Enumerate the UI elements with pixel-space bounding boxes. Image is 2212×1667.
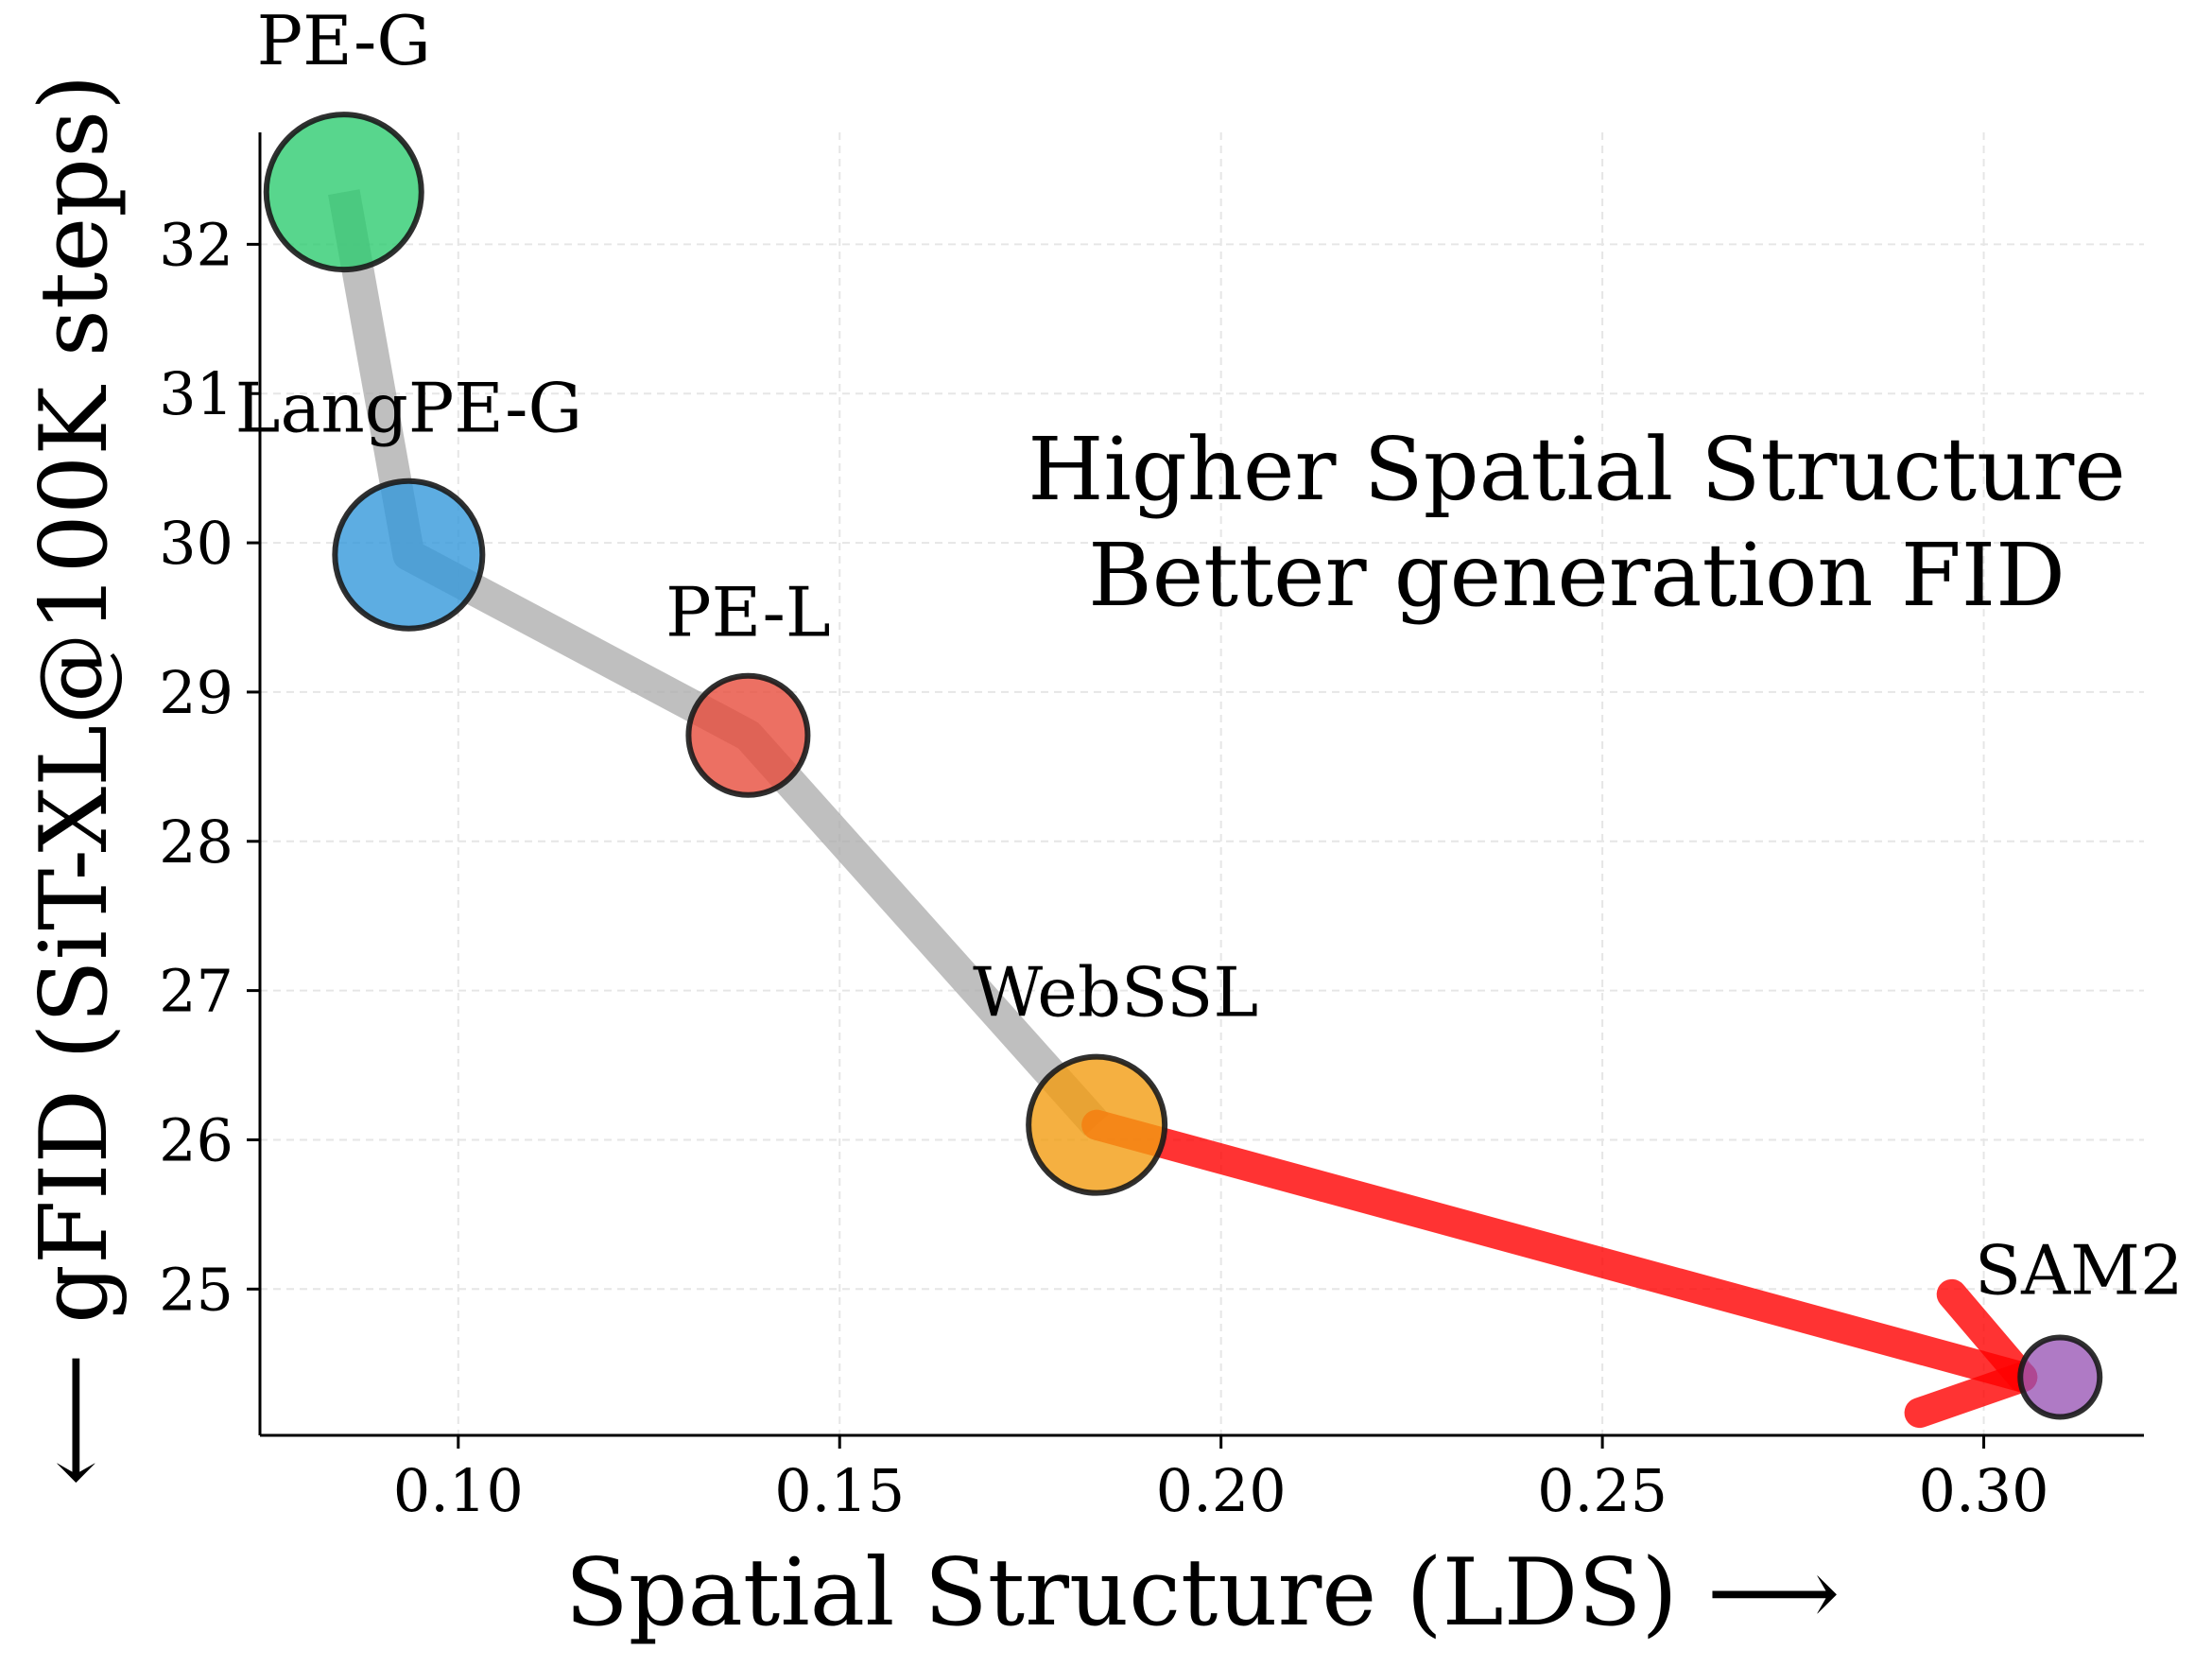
- y-tick-label: 30: [159, 509, 233, 578]
- data-point-pe-g: [263, 112, 424, 273]
- x-tick-label: 0.25: [1537, 1456, 1668, 1525]
- x-tick-label: 0.10: [393, 1456, 524, 1525]
- data-point-sam2: [2017, 1334, 2103, 1420]
- point-label: PE-G: [257, 1, 431, 80]
- improvement-arrow: [1081, 1109, 2038, 1429]
- grid: [260, 132, 2144, 1435]
- y-tick-label: 27: [159, 957, 233, 1026]
- ticks: 0.10 0.15 0.20 0.25 0.30 25 26 27 28 29 30 31 32: [159, 210, 2048, 1525]
- data-point-webssl: [1026, 1053, 1168, 1196]
- data-point-langpe-g: [332, 478, 486, 632]
- y-tick-label: 28: [159, 807, 233, 877]
- annotation-line-2: Better generation FID: [1088, 525, 2065, 626]
- arrow-head: [1904, 1362, 2038, 1429]
- point-label: SAM2: [1975, 1230, 2184, 1310]
- data-point-pe-l: [685, 672, 811, 798]
- x-tick-label: 0.20: [1156, 1456, 1287, 1525]
- data-points: [263, 112, 2103, 1420]
- x-tick-label: 0.30: [1919, 1456, 2049, 1525]
- y-tick-label: 26: [159, 1105, 233, 1174]
- point-labels: PE-G LangPE-G PE-L WebSSL SAM2: [235, 1, 2184, 1310]
- trend-line: [328, 189, 1109, 1137]
- trend-polyline: [328, 189, 1109, 1137]
- y-axis-label: ⟵ gFID (SiT-XL@100K steps): [21, 74, 129, 1485]
- y-tick-label: 25: [159, 1255, 233, 1324]
- arrow-shaft: [1081, 1109, 2038, 1393]
- point-label: PE-L: [665, 573, 830, 652]
- annotation-line-1: Higher Spatial Structure: [1028, 419, 2126, 520]
- y-tick-label: 29: [159, 658, 233, 727]
- axes: [258, 132, 2144, 1437]
- point-label: LangPE-G: [235, 369, 582, 448]
- x-tick-label: 0.15: [774, 1456, 905, 1525]
- y-tick-label: 32: [159, 210, 233, 279]
- arrow-head: [1936, 1278, 2038, 1393]
- x-axis-label: Spatial Structure (LDS) ⟶: [565, 1539, 1840, 1647]
- y-tick-label: 31: [159, 359, 233, 428]
- point-label: WebSSL: [973, 953, 1258, 1033]
- arrow-group: [1081, 1109, 2038, 1429]
